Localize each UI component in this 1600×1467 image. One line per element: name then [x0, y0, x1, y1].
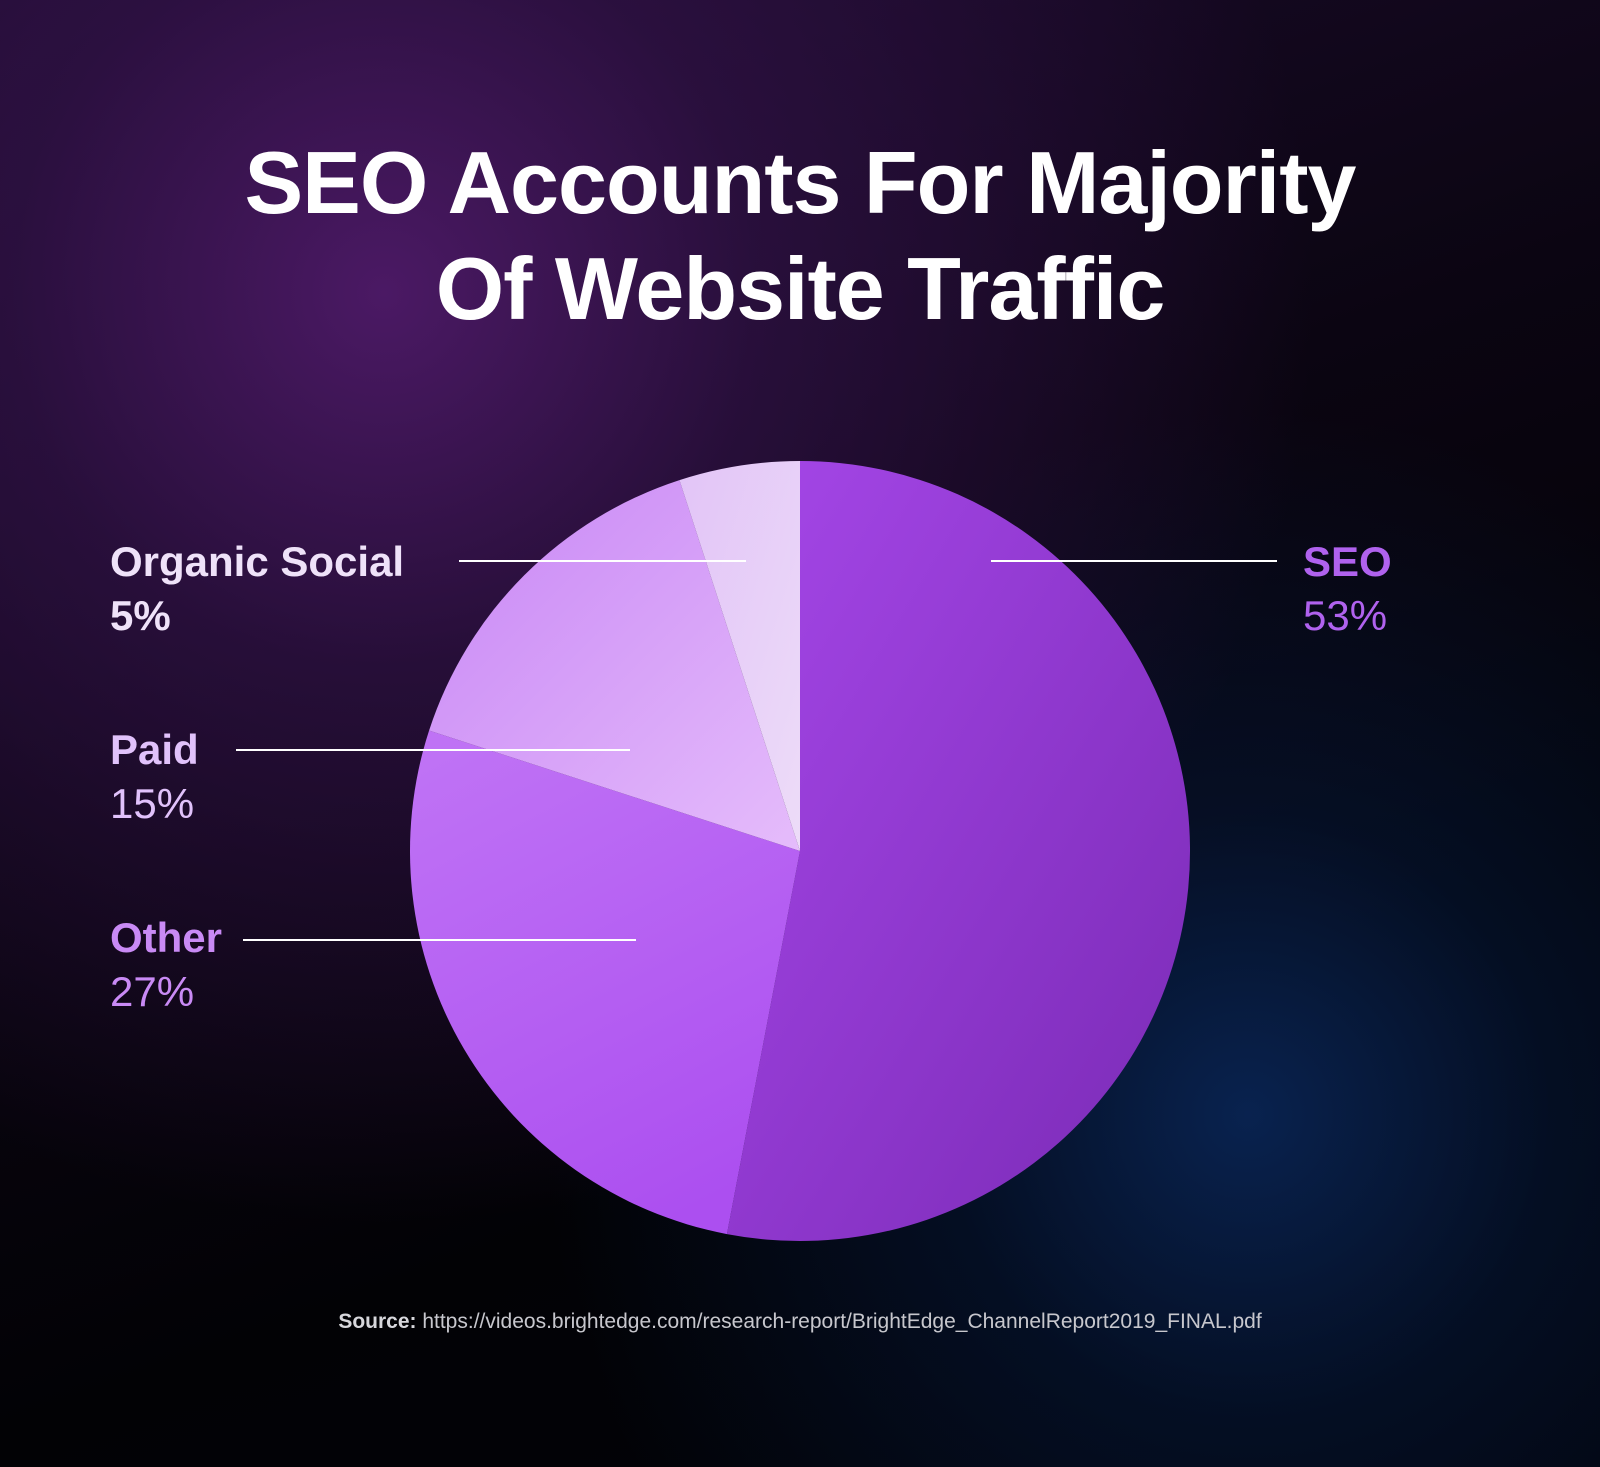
chart-title: SEO Accounts For Majority Of Website Tra… [0, 130, 1600, 342]
paid-name: Paid [110, 726, 199, 773]
pie-slice-other [410, 730, 800, 1235]
chart-title-line-1: SEO Accounts For Majority [244, 133, 1356, 232]
other-value: 27% [110, 968, 195, 1015]
organic-social-label: Organic Social 5% [110, 535, 404, 643]
source-citation: Source: https://videos.brightedge.com/re… [0, 1310, 1600, 1334]
pie-slice-organic-social [679, 461, 800, 851]
source-url[interactable]: https://videos.brightedge.com/research-r… [416, 1310, 1262, 1333]
leader-lines [236, 560, 1277, 941]
pie-slices [410, 460, 1191, 1241]
organic-social-name: Organic Social [110, 538, 405, 585]
seo-label: SEO 53% [1303, 535, 1392, 643]
pie-slice-paid [429, 480, 800, 851]
other-label: Other 27% [110, 911, 222, 1019]
paid-value: 15% [110, 780, 195, 827]
organic-social-value: 5% [110, 592, 171, 639]
source-prefix: Source: [338, 1310, 417, 1333]
chart-title-line-2: Of Website Traffic [435, 239, 1166, 338]
other-name: Other [110, 914, 223, 961]
seo-value: 53% [1303, 592, 1388, 639]
seo-name: SEO [1303, 538, 1392, 585]
pie-slice-seo [726, 460, 1191, 1241]
paid-label: Paid 15% [110, 723, 199, 831]
